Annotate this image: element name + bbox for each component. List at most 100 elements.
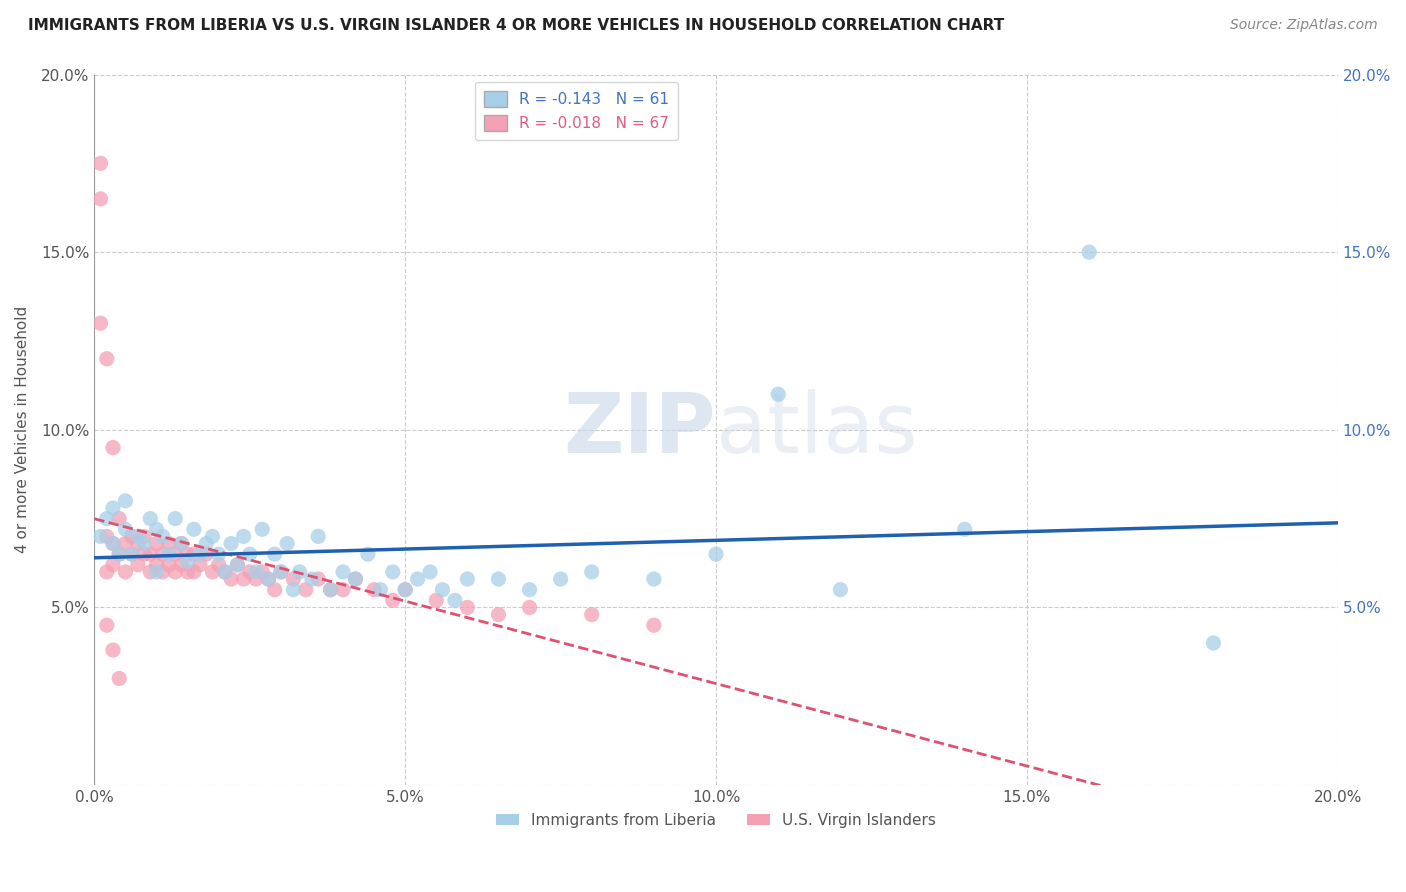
Point xyxy=(226,558,249,572)
Point xyxy=(283,572,305,586)
Point xyxy=(114,522,136,536)
Point xyxy=(188,547,211,561)
Point xyxy=(294,582,316,597)
Point xyxy=(245,565,267,579)
Point xyxy=(232,529,254,543)
Point xyxy=(101,536,124,550)
Point xyxy=(165,511,187,525)
Point xyxy=(139,565,162,579)
Point xyxy=(145,558,167,572)
Point xyxy=(363,582,385,597)
Point xyxy=(704,547,727,561)
Point xyxy=(165,565,187,579)
Point xyxy=(152,565,174,579)
Point xyxy=(170,536,193,550)
Text: IMMIGRANTS FROM LIBERIA VS U.S. VIRGIN ISLANDER 4 OR MORE VEHICLES IN HOUSEHOLD : IMMIGRANTS FROM LIBERIA VS U.S. VIRGIN I… xyxy=(28,18,1004,33)
Point xyxy=(283,582,305,597)
Point xyxy=(127,558,149,572)
Point xyxy=(127,529,149,543)
Point xyxy=(270,565,292,579)
Point xyxy=(96,618,118,632)
Point xyxy=(488,607,510,622)
Text: atlas: atlas xyxy=(716,389,918,470)
Point xyxy=(519,582,541,597)
Point xyxy=(176,554,198,568)
Point xyxy=(195,547,218,561)
Point xyxy=(768,387,790,401)
Point xyxy=(332,565,354,579)
Point xyxy=(425,593,447,607)
Point xyxy=(108,672,131,686)
Point xyxy=(132,547,155,561)
Point xyxy=(145,565,167,579)
Point xyxy=(121,547,143,561)
Point xyxy=(219,536,242,550)
Point xyxy=(456,572,478,586)
Point xyxy=(581,607,603,622)
Point xyxy=(344,572,367,586)
Point xyxy=(188,558,211,572)
Point xyxy=(145,522,167,536)
Point xyxy=(96,351,118,366)
Point xyxy=(132,529,155,543)
Point xyxy=(332,582,354,597)
Point xyxy=(239,565,262,579)
Point xyxy=(276,536,298,550)
Point xyxy=(1078,245,1101,260)
Point xyxy=(96,529,118,543)
Point xyxy=(381,565,404,579)
Point xyxy=(214,565,236,579)
Point xyxy=(127,536,149,550)
Point xyxy=(357,547,380,561)
Point xyxy=(170,536,193,550)
Point xyxy=(195,536,218,550)
Text: ZIP: ZIP xyxy=(564,389,716,470)
Point xyxy=(288,565,311,579)
Point xyxy=(953,522,976,536)
Point xyxy=(183,522,205,536)
Point xyxy=(170,558,193,572)
Point xyxy=(319,582,342,597)
Point xyxy=(550,572,572,586)
Point xyxy=(121,529,143,543)
Point xyxy=(307,572,329,586)
Point xyxy=(90,156,112,170)
Point xyxy=(456,600,478,615)
Point xyxy=(90,316,112,330)
Point xyxy=(108,511,131,525)
Point xyxy=(96,511,118,525)
Point xyxy=(157,547,180,561)
Point xyxy=(250,522,273,536)
Point xyxy=(432,582,454,597)
Point xyxy=(232,572,254,586)
Point xyxy=(114,565,136,579)
Point xyxy=(263,547,285,561)
Point xyxy=(90,192,112,206)
Point xyxy=(419,565,441,579)
Text: Source: ZipAtlas.com: Source: ZipAtlas.com xyxy=(1230,18,1378,32)
Point xyxy=(444,593,467,607)
Point xyxy=(176,565,198,579)
Point xyxy=(101,558,124,572)
Point xyxy=(1202,636,1225,650)
Legend: Immigrants from Liberia, U.S. Virgin Islanders: Immigrants from Liberia, U.S. Virgin Isl… xyxy=(491,807,942,834)
Point xyxy=(101,536,124,550)
Point xyxy=(108,547,131,561)
Point xyxy=(176,547,198,561)
Point xyxy=(226,558,249,572)
Point xyxy=(101,643,124,657)
Point xyxy=(132,536,155,550)
Point xyxy=(114,494,136,508)
Point xyxy=(201,529,224,543)
Point xyxy=(165,547,187,561)
Point xyxy=(301,572,323,586)
Point xyxy=(307,529,329,543)
Point xyxy=(519,600,541,615)
Point xyxy=(257,572,280,586)
Point xyxy=(108,547,131,561)
Point xyxy=(157,558,180,572)
Point xyxy=(183,565,205,579)
Point xyxy=(257,572,280,586)
Point xyxy=(219,572,242,586)
Point xyxy=(406,572,429,586)
